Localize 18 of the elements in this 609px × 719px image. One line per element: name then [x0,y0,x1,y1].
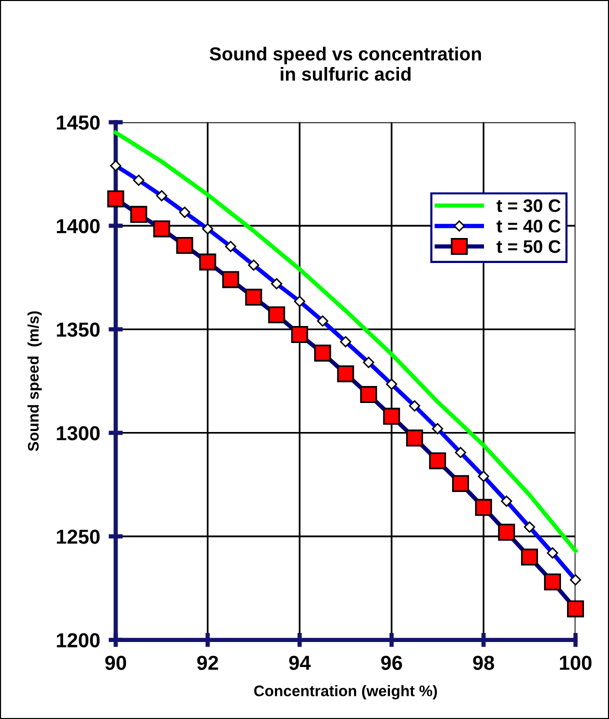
y-tick-label: 1300 [56,426,100,440]
y-tick-label: 1200 [56,633,100,648]
x-axis-title: Concentration (weight %) [254,685,437,700]
y-tick-label: 1350 [56,322,100,337]
y-axis-title: Sound speed (m/s) [28,311,42,452]
x-tick-label: 90 [105,656,126,670]
chart-title: Sound speed vs concentration in sulfuric acid [210,46,481,81]
y-tick-label: 1450 [56,115,100,130]
x-tick-label: 96 [381,656,402,670]
x-tick-label: 98 [473,656,494,670]
legend-label: t = 40 C [496,220,561,232]
x-tick-label: 100 [560,656,592,670]
y-tick-label: 1250 [56,530,100,544]
x-tick-label: 92 [197,656,218,670]
legend-label: t = 30 C [496,199,561,212]
x-tick-label: 94 [289,656,311,670]
y-tick-label: 1400 [56,219,100,234]
legend-label: t = 50 C [496,240,561,253]
